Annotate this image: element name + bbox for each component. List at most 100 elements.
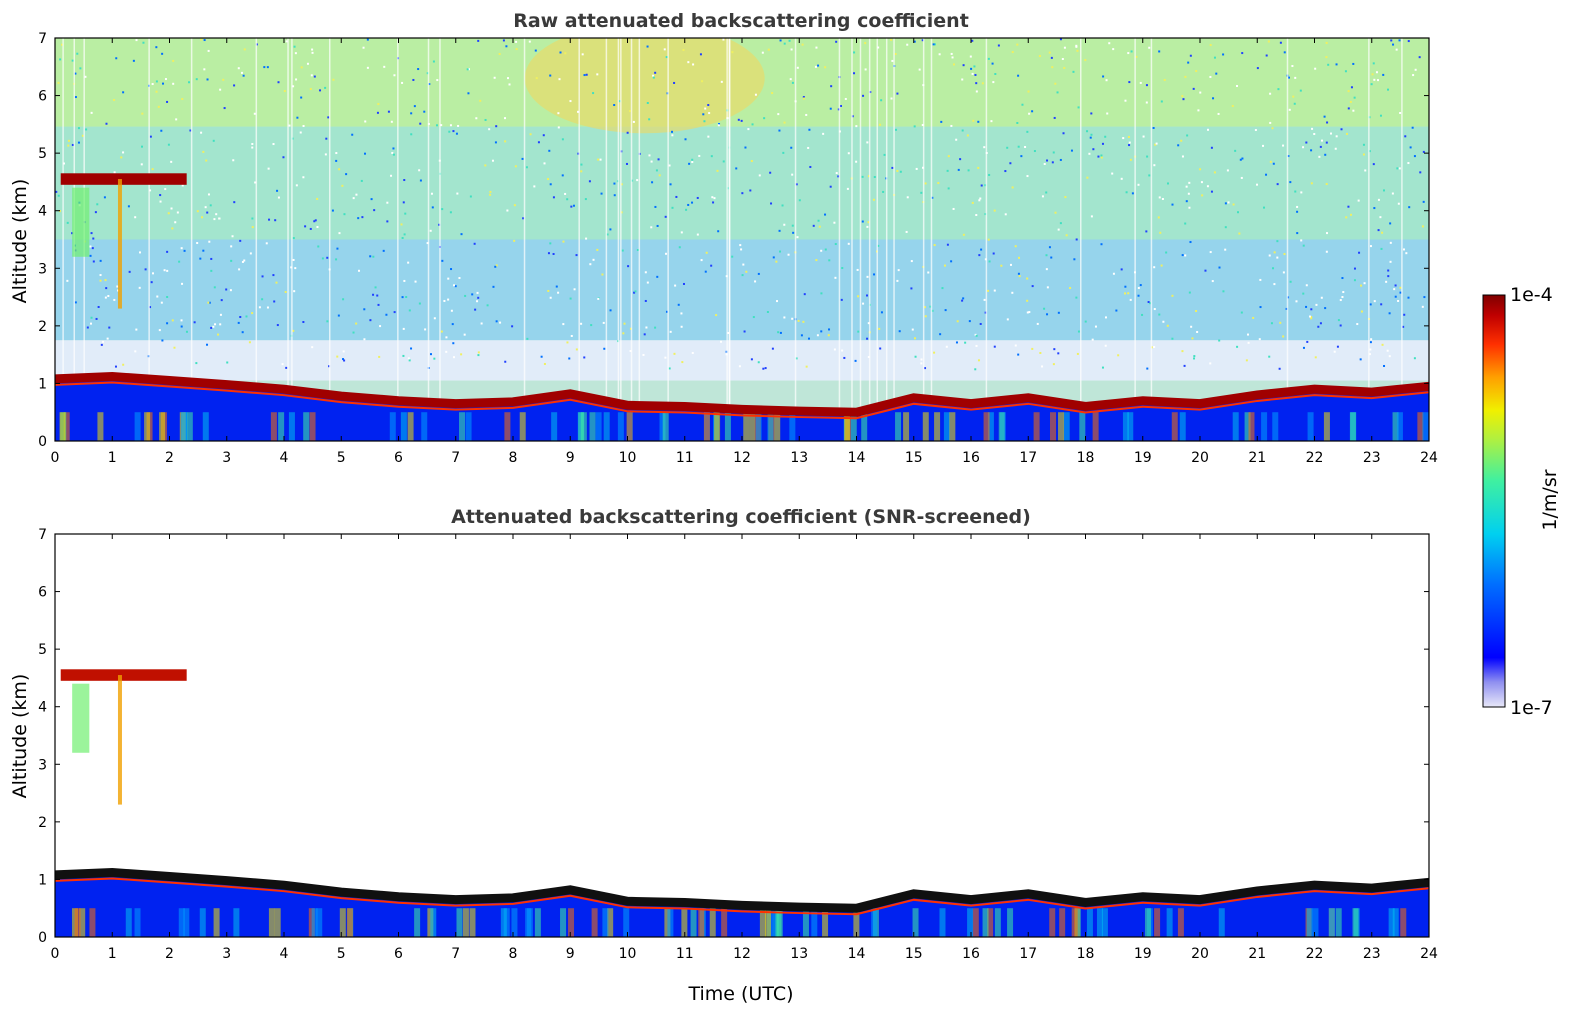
noise-speck	[96, 203, 99, 206]
noise-speck	[1344, 70, 1347, 73]
noise-speck	[665, 310, 668, 313]
noise-speck	[448, 130, 451, 133]
noise-speck	[601, 273, 604, 276]
noise-speck	[196, 210, 199, 213]
noise-speck	[188, 81, 191, 84]
noise-speck	[178, 260, 181, 263]
noise-speck	[1236, 84, 1239, 87]
aerosol-structure	[339, 908, 346, 937]
noise-speck	[229, 289, 232, 292]
noise-speck	[185, 330, 188, 333]
noise-speck	[1158, 50, 1161, 53]
x-tick-label: 2	[165, 450, 174, 466]
noise-speck	[201, 216, 204, 219]
noise-speck	[150, 281, 153, 284]
aerosol-structure	[1050, 412, 1057, 441]
noise-speck	[878, 327, 881, 330]
noise-speck	[449, 124, 452, 127]
noise-speck	[1325, 141, 1328, 144]
noise-speck	[210, 326, 213, 329]
noise-speck	[401, 81, 404, 84]
noise-speck	[945, 345, 948, 348]
noise-speck	[212, 325, 215, 328]
noise-speck	[335, 159, 338, 162]
noise-speck	[763, 117, 766, 120]
x-tick-label: 10	[619, 946, 637, 962]
aerosol-structure	[972, 908, 979, 937]
noise-speck	[1048, 246, 1051, 249]
aerosol-structure	[1166, 908, 1173, 937]
noise-speck	[419, 179, 422, 182]
x-tick-label: 18	[1077, 946, 1095, 962]
noise-speck	[251, 226, 254, 229]
noise-speck	[311, 51, 314, 54]
noise-speck	[1370, 338, 1373, 341]
noise-speck	[225, 288, 228, 291]
noise-speck	[861, 220, 864, 223]
noise-speck	[1279, 41, 1282, 44]
noise-speck	[1128, 81, 1131, 84]
noise-speck	[529, 133, 532, 136]
noise-speck	[1209, 251, 1212, 254]
noise-speck	[418, 302, 421, 305]
aerosol-structure	[1058, 412, 1065, 441]
noise-speck	[193, 321, 196, 324]
noise-speck	[828, 328, 831, 331]
noise-speck	[648, 118, 651, 121]
noise-speck	[792, 231, 795, 234]
noise-speck	[86, 326, 89, 329]
noise-speck	[202, 249, 205, 252]
noise-speck	[104, 279, 107, 282]
noise-speck	[623, 322, 626, 325]
noise-speck	[1272, 162, 1275, 165]
noise-speck	[341, 184, 344, 187]
noise-speck	[1271, 127, 1274, 130]
aerosol-structure	[1033, 412, 1040, 441]
noise-speck	[161, 339, 164, 342]
noise-speck	[1339, 299, 1342, 302]
noise-speck	[764, 367, 767, 370]
noise-speck	[967, 169, 970, 172]
noise-speck	[739, 244, 742, 247]
noise-speck	[984, 213, 987, 216]
noise-speck	[964, 341, 967, 344]
noise-speck	[1024, 146, 1027, 149]
noise-speck	[364, 120, 367, 123]
noise-speck	[1342, 291, 1345, 294]
aerosol-structure	[303, 412, 310, 441]
noise-speck	[417, 68, 420, 71]
noise-speck	[1395, 48, 1398, 51]
noise-speck	[376, 294, 379, 297]
noise-speck	[959, 158, 962, 161]
noise-speck	[577, 152, 580, 155]
noise-speck	[588, 180, 591, 183]
missing-profile	[859, 38, 862, 441]
noise-speck	[1062, 132, 1065, 135]
noise-speck	[292, 258, 295, 261]
noise-speck	[1398, 39, 1401, 42]
noise-speck	[841, 349, 844, 352]
noise-speck	[1210, 146, 1213, 149]
noise-speck	[338, 232, 341, 235]
noise-speck	[1256, 67, 1259, 70]
noise-speck	[797, 319, 800, 322]
noise-speck	[362, 46, 365, 49]
noise-speck	[584, 198, 587, 201]
noise-speck	[1300, 239, 1303, 242]
noise-speck	[1407, 162, 1410, 165]
y-tick-label: 3	[38, 757, 47, 773]
noise-speck	[668, 367, 671, 370]
noise-speck	[696, 196, 699, 199]
noise-speck	[1293, 102, 1296, 105]
aerosol-structure	[213, 908, 220, 937]
noise-speck	[352, 197, 355, 200]
noise-speck	[1191, 337, 1194, 340]
noise-speck	[513, 239, 516, 242]
noise-speck	[1413, 357, 1416, 360]
noise-speck	[950, 124, 953, 127]
noise-speck	[1161, 198, 1164, 201]
noise-speck	[1273, 283, 1276, 286]
noise-speck	[654, 326, 657, 329]
x-tick-label: 20	[1191, 450, 1209, 466]
aerosol-structure	[500, 908, 507, 937]
